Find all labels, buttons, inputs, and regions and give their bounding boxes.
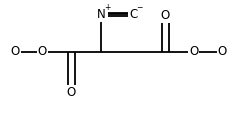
Text: −: − bbox=[136, 3, 142, 12]
Text: C: C bbox=[130, 8, 138, 21]
Text: O: O bbox=[218, 45, 227, 58]
Text: O: O bbox=[160, 9, 170, 22]
Text: O: O bbox=[189, 45, 198, 58]
Text: +: + bbox=[104, 3, 111, 12]
Text: O: O bbox=[10, 45, 20, 58]
Text: N: N bbox=[97, 8, 106, 21]
Text: O: O bbox=[38, 45, 47, 58]
Text: O: O bbox=[66, 86, 76, 99]
